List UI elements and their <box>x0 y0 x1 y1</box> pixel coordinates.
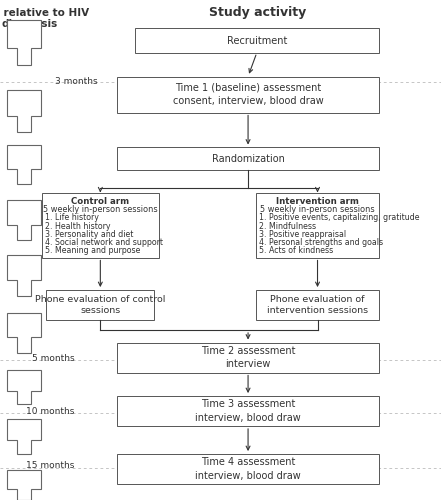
Polygon shape <box>7 418 41 454</box>
Text: 15 months: 15 months <box>26 462 75 470</box>
Polygon shape <box>7 90 41 132</box>
Text: 4. Personal strengths and goals: 4. Personal strengths and goals <box>259 238 383 247</box>
Text: Intervention arm: Intervention arm <box>276 197 359 206</box>
Text: Control arm: Control arm <box>71 197 129 206</box>
Text: 1. Life history: 1. Life history <box>45 214 99 222</box>
Text: 2. Mindfulness: 2. Mindfulness <box>259 222 317 230</box>
FancyBboxPatch shape <box>117 148 379 170</box>
Polygon shape <box>7 255 41 296</box>
FancyBboxPatch shape <box>42 192 159 258</box>
Text: Time relative to HIV
diagnosis: Time relative to HIV diagnosis <box>0 8 89 29</box>
Text: 2. Health history: 2. Health history <box>45 222 111 230</box>
Text: Phone evaluation of
intervention sessions: Phone evaluation of intervention session… <box>267 294 368 316</box>
Text: 5 months: 5 months <box>32 354 75 363</box>
Text: Recruitment: Recruitment <box>227 36 287 46</box>
FancyBboxPatch shape <box>117 76 379 112</box>
Text: 4. Social network and support: 4. Social network and support <box>45 238 164 247</box>
Text: Time 3 assessment
interview, blood draw: Time 3 assessment interview, blood draw <box>195 400 301 422</box>
FancyBboxPatch shape <box>46 290 154 320</box>
Text: 3. Positive reappraisal: 3. Positive reappraisal <box>259 230 347 239</box>
Text: Randomization: Randomization <box>212 154 284 164</box>
Polygon shape <box>7 20 41 65</box>
Text: Time 2 assessment
interview: Time 2 assessment interview <box>201 346 295 369</box>
Polygon shape <box>7 370 41 404</box>
Text: 5 weekly in-person sessions: 5 weekly in-person sessions <box>260 205 375 214</box>
FancyBboxPatch shape <box>117 396 379 426</box>
FancyBboxPatch shape <box>256 192 379 258</box>
Text: 10 months: 10 months <box>26 407 75 416</box>
FancyBboxPatch shape <box>117 342 379 372</box>
Text: 5 weekly in-person sessions: 5 weekly in-person sessions <box>43 205 157 214</box>
FancyBboxPatch shape <box>256 290 379 320</box>
Text: Time 4 assessment
interview, blood draw: Time 4 assessment interview, blood draw <box>195 458 301 480</box>
Text: 1. Positive events, capitalizing, gratitude: 1. Positive events, capitalizing, gratit… <box>259 214 420 222</box>
Polygon shape <box>7 470 41 500</box>
Polygon shape <box>7 145 41 184</box>
Text: Phone evaluation of control
sessions: Phone evaluation of control sessions <box>35 294 165 316</box>
Polygon shape <box>7 200 41 240</box>
Text: 3. Personality and diet: 3. Personality and diet <box>45 230 134 239</box>
Polygon shape <box>7 312 41 352</box>
Text: Time 1 (baseline) assessment
consent, interview, blood draw: Time 1 (baseline) assessment consent, in… <box>173 83 323 106</box>
FancyBboxPatch shape <box>135 28 379 52</box>
Text: 5. Meaning and purpose: 5. Meaning and purpose <box>45 246 141 256</box>
Text: 3 months: 3 months <box>55 76 98 86</box>
Text: Study activity: Study activity <box>209 6 306 19</box>
Text: 5. Acts of kindness: 5. Acts of kindness <box>259 246 333 256</box>
FancyBboxPatch shape <box>117 454 379 484</box>
